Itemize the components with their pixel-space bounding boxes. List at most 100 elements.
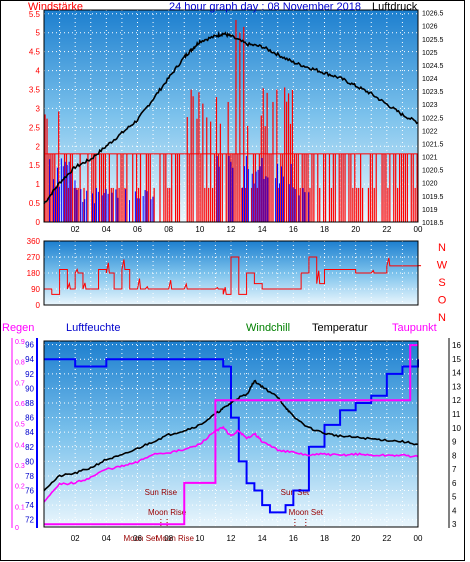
- wind-gust-bar: [235, 19, 237, 223]
- temperature-tick-label: 12: [452, 396, 461, 405]
- wind-gust-bar: [272, 101, 274, 222]
- wind-gust-bar: [198, 92, 200, 223]
- wind-mean-bar: [129, 200, 131, 222]
- wind-gust-bar: [167, 187, 169, 222]
- wind-mean-bar: [84, 199, 86, 222]
- pressure-line: [43, 30, 419, 205]
- wind-gust-bar: [219, 123, 221, 222]
- wind-gust-bar: [278, 187, 280, 222]
- wind-gust-bar: [356, 187, 358, 222]
- wind-gust-bar: [196, 118, 198, 222]
- wind-gust-bar: [361, 187, 364, 222]
- wind-gust-bar: [389, 153, 391, 222]
- wind-mean-bar: [242, 187, 244, 222]
- wind-mean-bar: [62, 166, 64, 222]
- x-tick-label: 02: [71, 534, 80, 543]
- pressure-tick-label: 1019: [422, 207, 438, 214]
- wind-mean-bar: [257, 169, 259, 222]
- wind-mean-bar: [216, 156, 218, 222]
- wind-gust-bar: [256, 187, 258, 222]
- x-tick-label: 00: [414, 225, 423, 234]
- rain-tick-label: 0.3: [15, 463, 25, 470]
- wind-gust-bar: [206, 117, 208, 222]
- wind-gust-bar: [159, 153, 161, 222]
- wind-mean-bar: [107, 193, 109, 222]
- rain-tick-label: 0.5: [15, 422, 25, 429]
- humidity-tick-label: 86: [25, 414, 34, 423]
- wind-mean-bar: [230, 161, 232, 222]
- wind-mean-bar: [82, 201, 84, 222]
- wind-gust-bar: [171, 153, 173, 222]
- wind-mean-bar: [142, 196, 144, 222]
- wind-gust-bar: [208, 187, 210, 222]
- wind-gust-bar: [132, 153, 134, 222]
- wind-gust-bar: [330, 187, 333, 222]
- wind-gust-bar: [352, 187, 354, 222]
- wind-gust-bar: [338, 153, 340, 222]
- temperature-label: Temperatur: [312, 322, 368, 334]
- temp-humidity-x-ticks: 02 04 06 08 10 12 14 16 18 20 22 00: [71, 534, 423, 543]
- humidity-tick-label: 72: [25, 516, 34, 525]
- temp-humidity-plot-border: [43, 340, 419, 528]
- wind-gust-bar: [241, 187, 243, 222]
- rain-tick-label: 0.2: [15, 484, 25, 491]
- x-tick-label: 08: [164, 534, 173, 543]
- wind-mean-bar: [146, 191, 148, 222]
- pressure-tick-label: 1026: [422, 24, 438, 31]
- wind-gust-bar: [276, 89, 278, 222]
- temperature-tick-label: 14: [452, 369, 461, 378]
- wind-gust-bar: [112, 187, 114, 222]
- humidity-y-ticks: 72 74 76 78 80 82 84 86 88 90 92 94 96: [25, 341, 34, 525]
- rain-tick-label: 0.9: [15, 339, 25, 346]
- wind-direction-plot-border: [43, 240, 419, 306]
- wind-direction-tick-label: 0: [36, 301, 41, 310]
- wind-mean-bar: [304, 192, 306, 222]
- wind-mean-bar: [280, 166, 282, 222]
- pressure-tick-label: 1020.5: [422, 168, 444, 175]
- compass-label: N: [438, 242, 446, 254]
- wind-gust-bar: [280, 153, 282, 222]
- wind-gust-bar: [237, 153, 239, 222]
- wind-gust-bar: [233, 153, 235, 222]
- wind-mean-bar: [267, 177, 269, 222]
- temperature-tick-label: 8: [452, 451, 457, 460]
- wind-mean-bar: [76, 189, 78, 222]
- temperature-tick-label: 3: [452, 520, 457, 529]
- humidity-tick-label: 92: [25, 370, 34, 379]
- wind-gust-bar: [286, 101, 288, 222]
- dewpoint-line: [44, 344, 418, 526]
- wind-gust-bar: [254, 153, 257, 222]
- wind-gust-bar: [385, 153, 387, 222]
- wind-gust-bar: [95, 153, 97, 222]
- wind-gust-bar: [397, 187, 399, 222]
- rain-tick-label: 0: [15, 525, 19, 532]
- astro-annotation: Sun Set: [281, 488, 310, 497]
- wind-mean-bar: [263, 178, 265, 222]
- wind-mean-bar: [302, 188, 304, 222]
- wind-gust-bar: [110, 187, 112, 222]
- x-tick-label: 12: [227, 534, 236, 543]
- wind-gust-bar: [266, 92, 268, 222]
- x-tick-label: 18: [320, 225, 329, 234]
- wind-gust-bar: [299, 187, 301, 222]
- temperature-tick-label: 16: [452, 341, 461, 350]
- wind-gust-bar: [404, 153, 407, 222]
- wind-gust-bar: [108, 153, 110, 222]
- wind-gust-bar: [211, 187, 214, 222]
- wind-gust-bar: [342, 153, 344, 222]
- pressure-tick-label: 1018.5: [422, 220, 444, 227]
- wind-gust-bar: [99, 153, 101, 222]
- wind-direction-line: [44, 256, 422, 295]
- wind-gust-bar: [375, 153, 377, 222]
- temperature-tick-label: 6: [452, 479, 457, 488]
- wind-gust-bar: [178, 153, 181, 222]
- wind-direction-tick-label: 90: [31, 285, 40, 294]
- wind-gust-bar: [221, 153, 223, 222]
- wind-speed-tick-label: 2.5: [29, 123, 41, 132]
- wind-mean-bar: [243, 166, 245, 222]
- wind-gust-bar: [91, 153, 93, 222]
- wind-mean-bar: [49, 159, 51, 222]
- wind-gust-bar: [56, 187, 58, 222]
